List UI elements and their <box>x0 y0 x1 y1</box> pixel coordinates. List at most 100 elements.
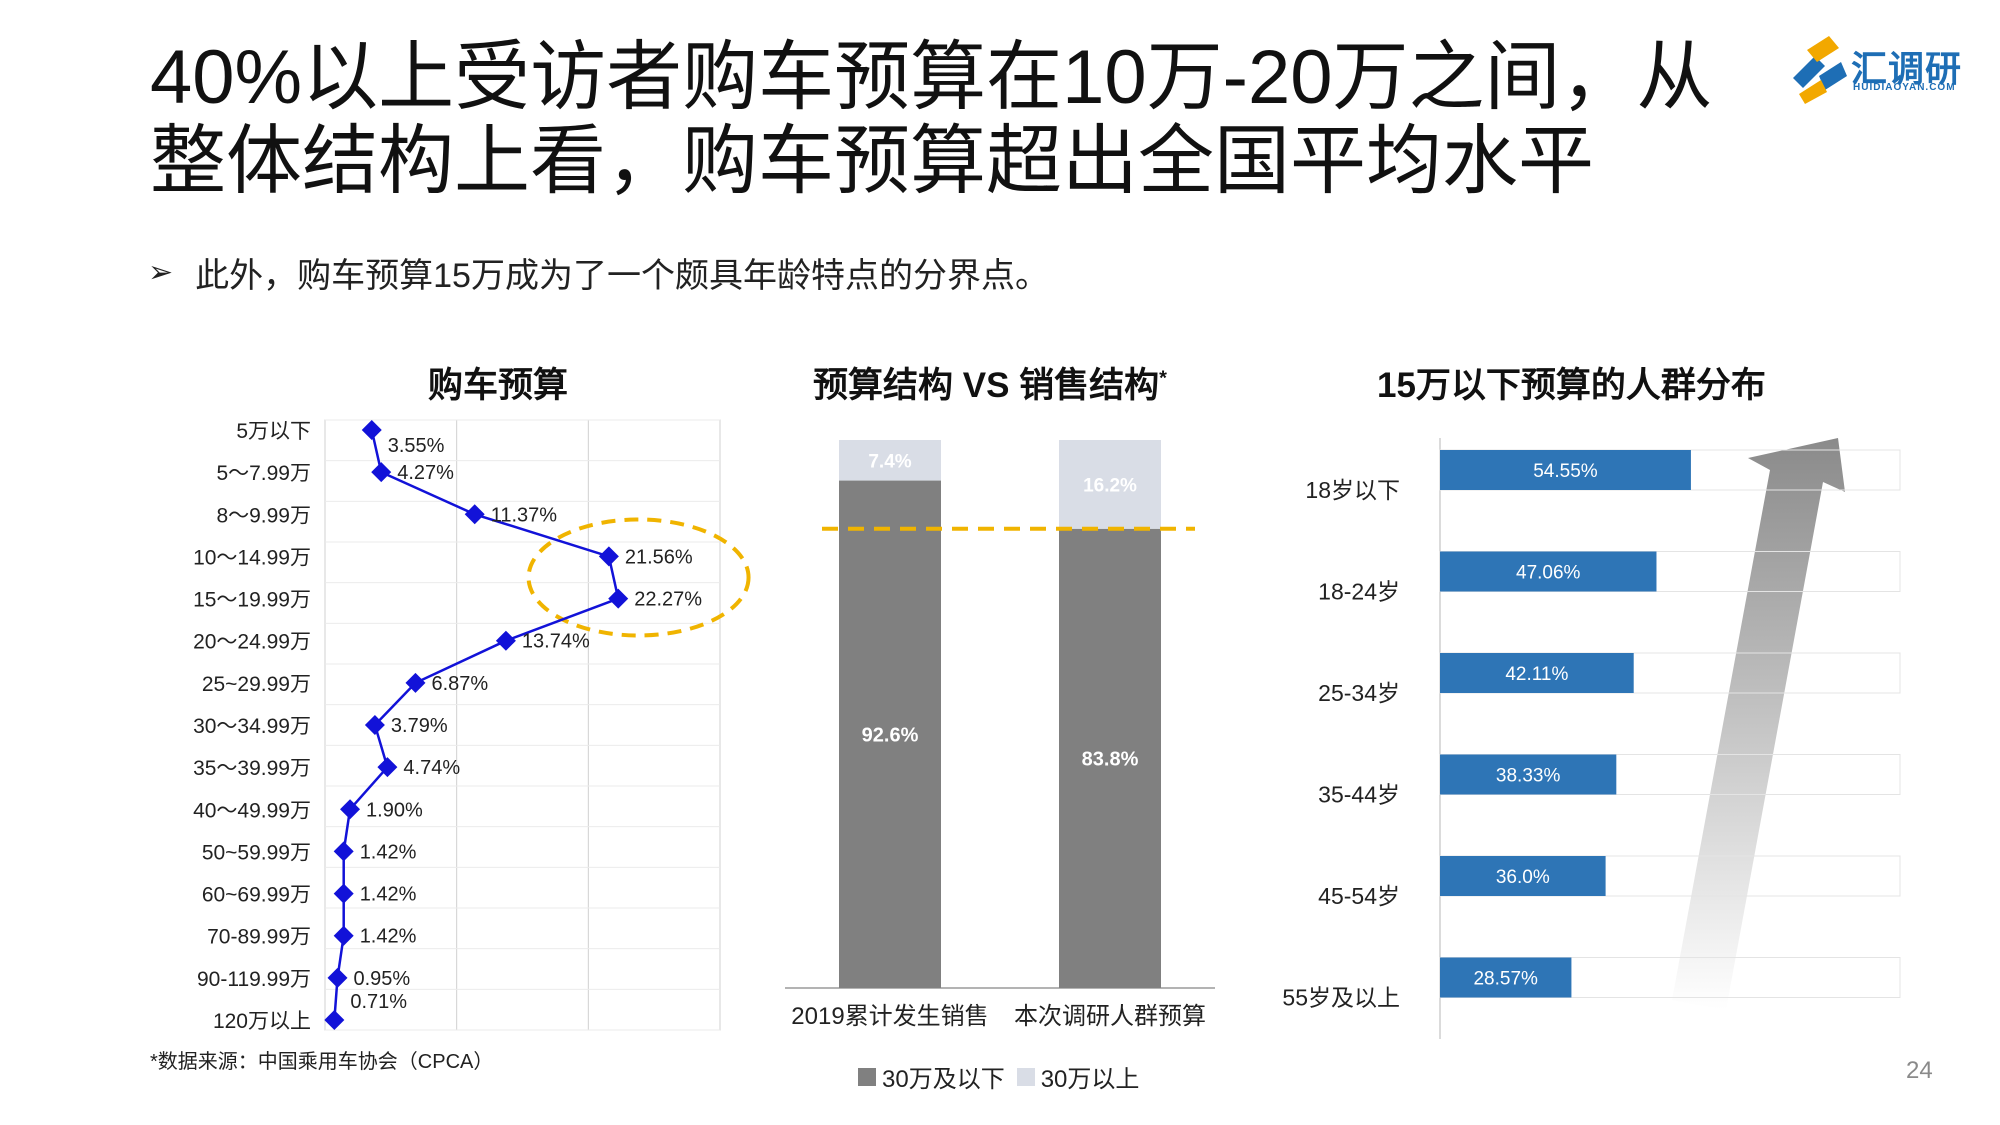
budget-point-4 <box>608 588 629 609</box>
budget-category-label-10: 50~59.99万 <box>202 841 311 864</box>
age-bar-3 <box>1440 754 1617 795</box>
budget-category-label-13: 90-119.99万 <box>197 968 311 991</box>
budget-category-label-9: 40～49.99万 <box>193 799 311 822</box>
budget-category-label-2: 8～9.99万 <box>216 504 311 527</box>
budget-point-11 <box>333 883 354 904</box>
budget-data-label-11: 1.42% <box>360 884 417 906</box>
bar-le30-0 <box>839 480 941 988</box>
budget-point-10 <box>333 841 354 862</box>
age-bar-1 <box>1440 551 1657 592</box>
age-bar-4 <box>1440 856 1606 896</box>
highlight-ellipse <box>526 517 751 638</box>
budget-data-label-8: 4.74% <box>403 757 460 779</box>
bar-gt30-0 <box>839 440 941 481</box>
legend-swatch-le30 <box>858 1067 876 1086</box>
budget-category-label-4: 15～19.99万 <box>193 589 311 612</box>
legend-label-le30: 30万及以下 <box>882 1066 1005 1093</box>
age-bar-label-4: 36.0% <box>1496 867 1550 888</box>
budget-data-label-14: 0.71% <box>350 991 407 1013</box>
budget-category-label-5: 20～24.99万 <box>193 631 311 654</box>
age-bar-0 <box>1440 450 1691 490</box>
age-bar-label-0: 54.55% <box>1533 461 1598 482</box>
title-line-1: 40%以上受访者购车预算在10万-20万之间，从 <box>150 35 1713 120</box>
structure-legend: 30万及以下 30万以上 <box>858 1059 1151 1094</box>
category-label-0: 2019累计发生销售 <box>791 1003 988 1030</box>
bullet-text: 此外，购车预算15万成为了一个颇具年龄特点的分界点。 <box>195 257 1049 295</box>
budget-point-9 <box>340 799 361 820</box>
budget-point-0 <box>361 420 382 440</box>
budget-point-2 <box>464 504 485 525</box>
brand-logo: 汇调研 HUIDIAOYAN.COM <box>1785 36 1975 106</box>
budget-point-5 <box>495 630 516 651</box>
budget-data-label-3: 21.56% <box>625 546 693 568</box>
budget-category-label-0: 5万以下 <box>236 420 311 443</box>
age-bar-label-1: 47.06% <box>1516 563 1581 584</box>
age-bar-label-2: 42.11% <box>1505 664 1568 685</box>
chart-title-structure: 预算结构 VS 销售结构* <box>813 357 1167 408</box>
logo-mark-icon <box>1793 36 1847 104</box>
budget-category-label-11: 60~69.99万 <box>202 884 311 907</box>
budget-data-label-10: 1.42% <box>360 841 417 863</box>
budget-line-chart: 3.55% 5万以下 4.27% 5～7.99万 11.37% 8～9.99万 21.56%… <box>193 419 751 1033</box>
budget-category-label-8: 35～39.99万 <box>193 757 311 780</box>
legend-label-gt30: 30万以上 <box>1040 1066 1140 1093</box>
budget-data-label-4: 22.27% <box>634 589 702 611</box>
trend-arrow-icon <box>1672 438 1845 1010</box>
budget-category-label-1: 5～7.99万 <box>216 462 311 485</box>
budget-category-label-3: 10～14.99万 <box>193 546 311 569</box>
budget-category-label-12: 70-89.99万 <box>207 926 311 949</box>
page-title: 40%以上受访者购车预算在10万-20万之间，从 整体结构上看，购车预算超出全国… <box>150 36 1750 204</box>
budget-data-label-6: 6.87% <box>431 673 488 695</box>
age-category-label-0: 18岁以下 <box>1305 477 1400 503</box>
chart-title-structure-text: 预算结构 VS 销售结构 <box>813 366 1160 405</box>
title-line-2: 整体结构上看，购车预算超出全国平均水平 <box>150 119 1594 204</box>
bar-label-le30-0: 92.6% <box>862 724 919 746</box>
logo-subtext: HUIDIAOYAN.COM <box>1853 82 1956 93</box>
budget-data-label-1: 4.27% <box>397 462 454 484</box>
legend-item-gt30: 30万以上 <box>1016 1059 1140 1094</box>
budget-point-12 <box>333 925 354 946</box>
legend-swatch-gt30 <box>1016 1067 1035 1086</box>
budget-data-label-13: 0.95% <box>354 968 411 990</box>
data-source-note: *数据来源：中国乘用车协会（CPCA） <box>150 1051 494 1073</box>
budget-category-label-14: 120万以上 <box>213 1010 311 1033</box>
age-bar-2 <box>1440 653 1634 693</box>
budget-point-8 <box>377 757 398 778</box>
age-bar-chart: 54.55% 18岁以下 47.06% 18-24岁 42.11% 25-34岁 38.33… <box>1282 438 1901 1039</box>
age-category-label-4: 45-54岁 <box>1318 883 1400 909</box>
budget-data-label-9: 1.90% <box>366 799 423 821</box>
age-category-label-1: 18-24岁 <box>1318 579 1400 605</box>
category-label-1: 本次调研人群预算 <box>1014 1003 1206 1030</box>
chart-title-age: 15万以下预算的人群分布 <box>1377 366 1766 405</box>
chart-title-structure-mark: * <box>1159 367 1167 390</box>
age-bar-label-5: 28.57% <box>1473 969 1538 990</box>
budget-data-label-12: 1.42% <box>360 926 417 948</box>
age-category-label-2: 25-34岁 <box>1318 680 1400 706</box>
budget-point-14 <box>324 1010 345 1030</box>
legend-item-le30: 30万及以下 <box>858 1059 1005 1094</box>
budget-point-1 <box>371 462 392 483</box>
budget-data-label-7: 3.79% <box>391 715 448 737</box>
budget-point-6 <box>405 672 426 693</box>
bullet-point: ➢ 此外，购车预算15万成为了一个颇具年龄特点的分界点。 <box>148 248 1049 297</box>
budget-category-label-7: 30～34.99万 <box>193 715 311 738</box>
budget-data-label-2: 11.37% <box>491 504 558 526</box>
budget-data-label-5: 13.74% <box>522 631 590 653</box>
bar-label-gt30-1: 16.2% <box>1083 475 1137 496</box>
budget-point-7 <box>364 715 385 735</box>
budget-point-13 <box>327 967 348 988</box>
logo-text: 汇调研 <box>1851 48 1963 89</box>
age-bar-label-3: 38.33% <box>1496 766 1561 787</box>
bar-label-gt30-0: 7.4% <box>868 451 911 472</box>
chart-title-budget: 购车预算 <box>428 366 569 405</box>
bar-label-le30-1: 83.8% <box>1082 748 1139 770</box>
age-bar-5 <box>1440 957 1572 998</box>
budget-data-label-0: 3.55% <box>388 435 445 457</box>
budget-point-3 <box>598 546 619 567</box>
age-category-label-5: 55岁及以上 <box>1282 985 1400 1011</box>
page-number: 24 <box>1906 1057 1933 1084</box>
structure-stacked-bar-chart: 92.6% 7.4% 2019累计发生销售 83.8% 16.2% 本次调研人群预算 <box>785 440 1215 1030</box>
age-category-label-3: 35-44岁 <box>1318 782 1400 808</box>
budget-category-label-6: 25~29.99万 <box>202 673 311 696</box>
bar-gt30-1 <box>1059 440 1161 529</box>
